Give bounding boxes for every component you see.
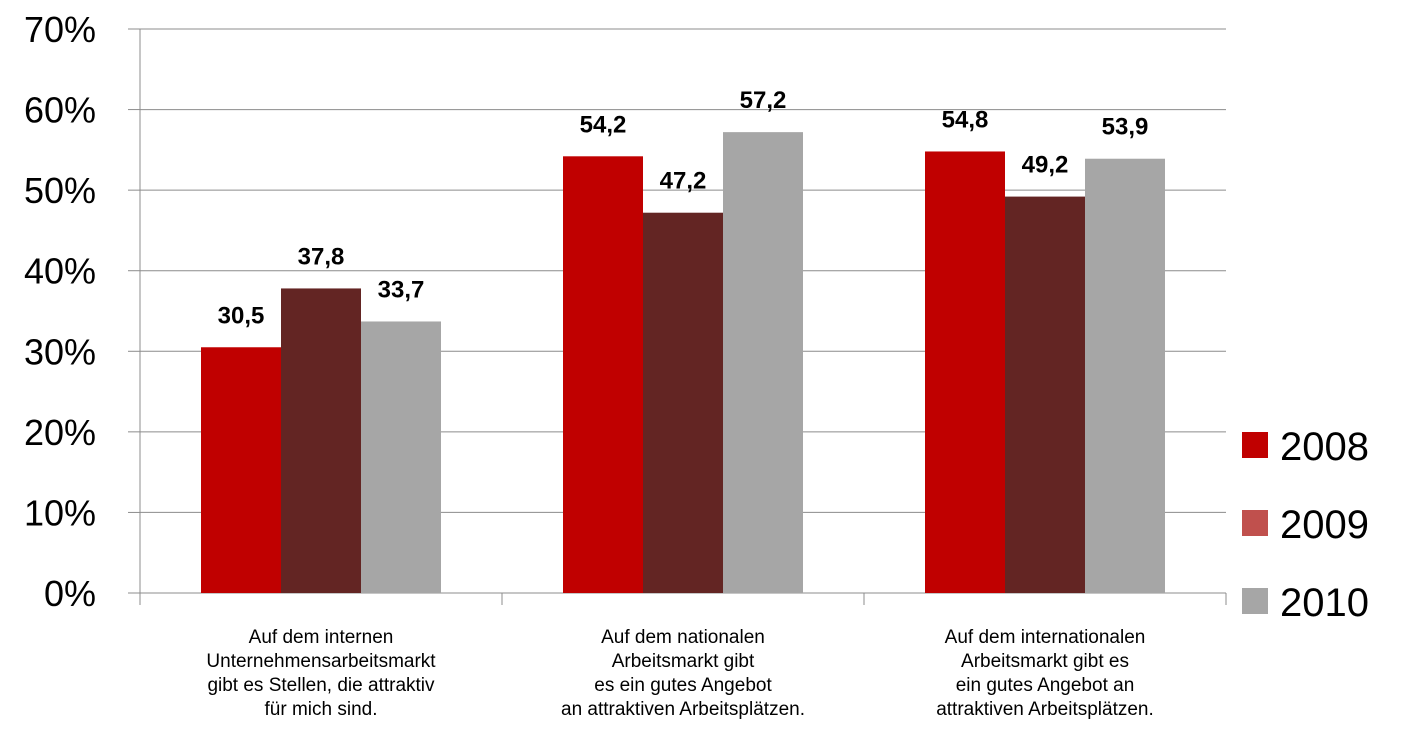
- data-label: 57,2: [740, 87, 787, 114]
- y-tick-label: 30%: [24, 331, 96, 372]
- bar-2010-3: [1085, 158, 1165, 593]
- x-category-label-line: an attraktiven Arbeitsplätzen.: [561, 699, 805, 720]
- y-tick-label: 60%: [24, 90, 96, 131]
- y-tick-label: 20%: [24, 412, 96, 453]
- x-category-label-line: für mich sind.: [265, 699, 378, 720]
- legend-label-2008: 2008: [1280, 425, 1369, 469]
- bar-2009-2: [643, 212, 723, 593]
- data-label: 47,2: [660, 168, 707, 195]
- data-label: 49,2: [1022, 152, 1069, 179]
- x-category-label-line: attraktiven Arbeitsplätzen.: [936, 699, 1154, 720]
- bar-2009-3: [1005, 196, 1085, 594]
- legend-swatch-2010: [1242, 588, 1268, 614]
- x-category-label-line: gibt es Stellen, die attraktiv: [207, 675, 435, 696]
- data-label: 54,2: [580, 111, 627, 138]
- category-labels: Auf dem internen Unternehmensarbeitsmarkt…: [206, 627, 1153, 720]
- x-category-label-line: Auf dem nationalen: [601, 627, 765, 648]
- y-axis-tick-labels: 0% 10% 20% 30% 40% 50% 60% 70%: [24, 9, 96, 614]
- data-labels: 30,5 37,8 33,7 54,2 47,2 57,2 54,8 49,2 53,9: [218, 87, 1149, 329]
- y-tick-label: 40%: [24, 251, 96, 292]
- x-category-label-line: Unternehmensarbeitsmarkt: [206, 651, 436, 672]
- y-tick-label: 0%: [44, 573, 96, 614]
- x-category-label: Auf dem internen Unternehmensarbeitsmarkt…: [206, 627, 436, 720]
- y-tick-label: 50%: [24, 170, 96, 211]
- data-label: 53,9: [1102, 114, 1149, 141]
- x-category-label-line: es ein gutes Angebot: [594, 675, 772, 696]
- legend: 2008 2009 2010: [1242, 425, 1369, 625]
- y-tick-label: 70%: [24, 9, 96, 50]
- bars: [201, 132, 1165, 594]
- bar-2008-1: [201, 347, 281, 593]
- bar-2010-1: [361, 321, 441, 593]
- legend-label-2010: 2010: [1280, 581, 1369, 625]
- data-label: 33,7: [378, 276, 425, 303]
- x-category-label-line: Arbeitsmarkt gibt: [612, 651, 755, 672]
- y-tick-label: 10%: [24, 492, 96, 533]
- bar-2008-2: [563, 156, 643, 593]
- bar-2009-1: [281, 288, 361, 593]
- x-category-label-line: Auf dem internen: [249, 627, 394, 648]
- data-label: 54,8: [942, 106, 989, 133]
- x-category-label-line: ein gutes Angebot an: [956, 675, 1135, 696]
- x-category-label: Auf dem internationalen Arbeitsmarkt gibt…: [936, 627, 1154, 720]
- legend-swatch-2008: [1242, 432, 1268, 458]
- legend-swatch-2009: [1242, 510, 1268, 536]
- data-label: 30,5: [218, 302, 265, 329]
- bar-2008-3: [925, 151, 1005, 593]
- x-category-label-line: Arbeitsmarkt gibt es: [961, 651, 1129, 672]
- bar-2010-2: [723, 132, 803, 594]
- data-label: 37,8: [298, 243, 345, 270]
- x-category-label-line: Auf dem internationalen: [945, 627, 1146, 648]
- legend-label-2009: 2009: [1280, 503, 1369, 547]
- x-category-label: Auf dem nationalen Arbeitsmarkt gibt es ei…: [561, 627, 805, 720]
